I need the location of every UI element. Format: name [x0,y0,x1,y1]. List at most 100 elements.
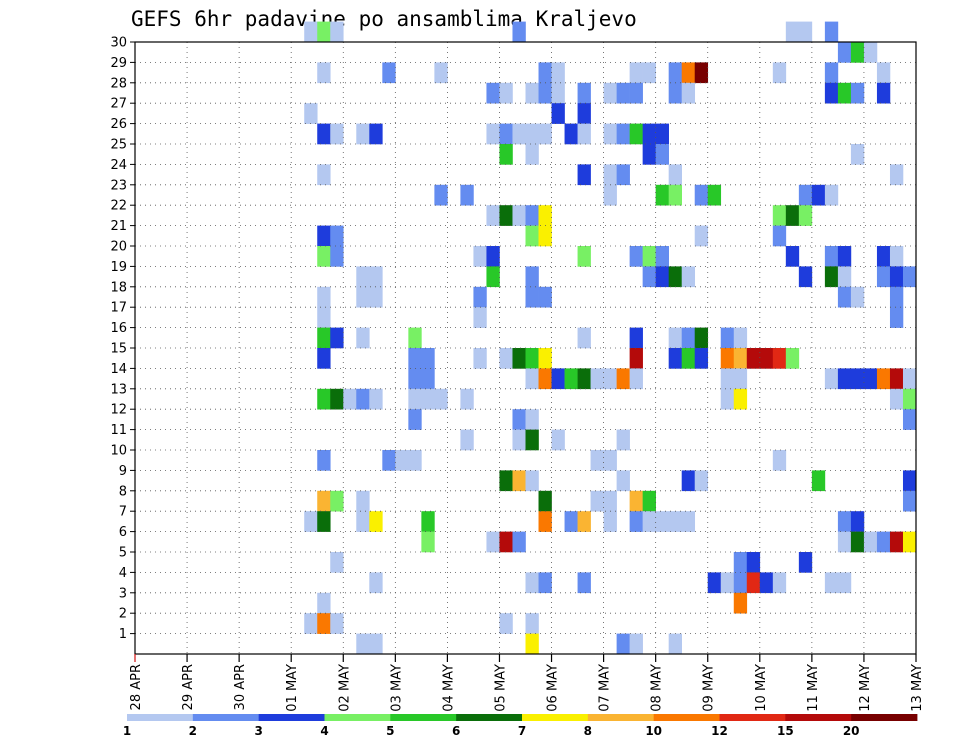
heatmap-cell [356,286,370,308]
heatmap-cell [902,368,917,390]
heatmap-cell [824,21,839,43]
x-tick-label: 10 MAY [754,664,769,712]
y-tick-label: 19 [110,260,127,275]
heatmap-cell [525,82,539,104]
heatmap-cell [525,286,539,308]
heatmap-cell [642,62,656,84]
heatmap-cell [889,266,904,288]
heatmap-cell [824,62,839,84]
legend-label: 2 [189,724,197,738]
heatmap-cell [824,246,839,267]
heatmap-cell [525,266,539,288]
heatmap-cell [317,123,331,145]
legend-label: 7 [518,724,526,738]
heatmap-cell [837,368,852,390]
y-tick-label: 15 [110,342,127,357]
heatmap-cell [694,62,709,84]
heatmap-cell [863,42,878,63]
heatmap-cell [317,327,331,349]
heatmap-cell [603,511,617,532]
heatmap-cell [317,62,331,84]
y-tick-label: 12 [110,403,127,418]
heatmap-cell [694,470,709,492]
heatmap-cell [499,123,513,145]
heatmap-cell [369,511,383,532]
heatmap-cell [317,286,331,308]
heatmap-cell [629,348,643,369]
y-tick-label: 23 [110,178,127,193]
heatmap-cell [330,225,344,247]
heatmap-cell [525,225,539,247]
heatmap-cell [421,531,435,553]
heatmap-cell [655,266,669,288]
heatmap-cell [473,246,487,267]
x-tick-label: 08 MAY [650,664,665,712]
heatmap-cell [733,368,748,390]
heatmap-cell [733,327,748,349]
heatmap-cell [499,613,513,634]
y-tick-label: 3 [119,586,127,601]
heatmap-cell [863,531,878,553]
heatmap-cell [317,450,331,471]
heatmap-cell [616,164,630,186]
y-tick-label: 1 [119,627,127,642]
heatmap-cell [837,286,852,308]
chart-title: GEFS 6hr padavine po ansamblima Kraljevo [131,7,637,31]
heatmap-cell [629,327,643,349]
heatmap-cell [655,144,669,165]
heatmap-cell [525,613,539,634]
heatmap-cell [330,613,344,634]
heatmap-cell [876,82,891,104]
heatmap-cell [772,62,787,84]
heatmap-cell [317,307,331,328]
heatmap-cell [538,286,552,308]
heatmap-cell [538,572,552,594]
heatmap-cell [304,511,318,532]
heatmap-cell [317,225,331,247]
heatmap-cell [889,368,904,390]
heatmap-cell [902,470,917,492]
heatmap-cell [382,62,396,84]
y-tick-label: 25 [110,138,127,153]
heatmap-cell [512,531,526,553]
heatmap-cell [525,123,539,145]
heatmap-cell [317,388,331,410]
heatmap-cell [850,368,865,390]
heatmap-cell [720,388,735,410]
heatmap-cell [629,123,643,145]
heatmap-cell [356,123,370,145]
heatmap-cell [863,368,878,390]
heatmap-cell [408,450,422,471]
heatmap-cell [512,409,526,430]
heatmap-cell [811,470,826,492]
heatmap-cell [369,286,383,308]
heatmap-cell [525,409,539,430]
heatmap-cell [486,266,500,288]
heatmap-cell [330,490,344,512]
heatmap-cell [538,225,552,247]
heatmap-cell [564,368,578,390]
y-tick-label: 30 [110,36,127,51]
heatmap-cell [902,409,917,430]
heatmap-cell [642,144,656,165]
heatmap-cell [525,144,539,165]
heatmap-cell [837,246,852,267]
heatmap-cell [655,511,669,532]
heatmap-cell [629,62,643,84]
heatmap-cell [369,123,383,145]
heatmap-cell [434,184,448,206]
heatmap-cell [668,511,682,532]
heatmap-cell [408,368,422,390]
heatmap-cell [707,572,722,594]
heatmap-cell [733,552,748,573]
heatmap-cell [720,327,735,349]
x-tick-label: 30 APR [233,664,248,710]
heatmap-cell [733,592,748,614]
heatmap-cell [785,348,800,369]
heatmap-cell [889,388,904,410]
heatmap-cell [798,552,813,573]
heatmap-cell [564,511,578,532]
heatmap-cell [356,327,370,349]
heatmap-cell [642,246,656,267]
heatmap-cell [330,388,344,410]
